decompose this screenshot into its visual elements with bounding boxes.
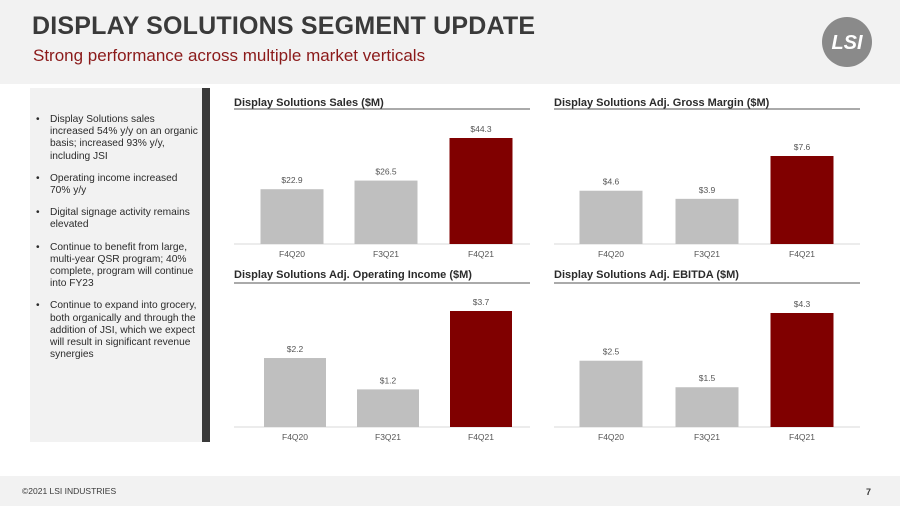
- chart-plot: $4.6 F4Q20 $3.9 F3Q21 $7.6 F4Q21: [554, 108, 860, 259]
- chart-plot: $22.9 F4Q20 $26.5 F3Q21 $44.3 F4Q21: [234, 108, 530, 259]
- bar-f4q20: [579, 190, 643, 244]
- data-label: $3.7: [473, 297, 490, 307]
- lsi-logo: LSI: [822, 17, 872, 67]
- bullet-item: • Digital signage activity remains elevat…: [36, 207, 190, 231]
- x-tick-label: F4Q21: [468, 432, 494, 442]
- page-title: DISPLAY SOLUTIONS SEGMENT UPDATE: [32, 12, 536, 40]
- bullet-item: • Display Solutions sales increased 54% y…: [36, 114, 198, 162]
- x-tick-label: F4Q20: [279, 249, 305, 259]
- x-tick-label: F3Q21: [694, 432, 720, 442]
- data-label: $1.2: [380, 375, 397, 385]
- x-tick-label: F4Q21: [468, 249, 494, 259]
- data-label: $3.9: [699, 185, 716, 195]
- bar-f4q21: [450, 311, 512, 427]
- data-label: $7.6: [794, 142, 811, 152]
- x-tick-label: F4Q21: [789, 249, 815, 259]
- svg-text:LSI: LSI: [831, 32, 863, 54]
- copyright-text: ©2021 LSI INDUSTRIES: [22, 486, 117, 496]
- bar-f4q21: [770, 156, 834, 244]
- bar-f4q21: [770, 313, 834, 427]
- panel-divider: [202, 88, 210, 442]
- chart-title: Display Solutions Adj. EBITDA ($M): [554, 269, 739, 281]
- x-tick-label: F4Q20: [598, 249, 624, 259]
- chart-plot: $2.5 F4Q20 $1.5 F3Q21 $4.3 F4Q21: [554, 282, 860, 442]
- bar-f3q21: [354, 180, 418, 244]
- chart-plot: $2.2 F4Q20 $1.2 F3Q21 $3.7 F4Q21: [234, 282, 530, 442]
- page-subtitle: Strong performance across multiple marke…: [33, 46, 426, 65]
- x-tick-label: F4Q21: [789, 432, 815, 442]
- footer-band: [0, 476, 900, 506]
- gross-margin-chart: Display Solutions Adj. Gross Margin ($M)…: [554, 97, 860, 265]
- operating-income-chart: Display Solutions Adj. Operating Income …: [234, 269, 530, 445]
- data-label: $2.5: [603, 347, 620, 357]
- sales-chart: Display Solutions Sales ($M) $22.9 F4Q20 $…: [234, 97, 530, 265]
- x-tick-label: F3Q21: [375, 432, 401, 442]
- x-tick-label: F4Q20: [598, 432, 624, 442]
- bullet-item: • Continue to expand into grocery, both o…: [36, 300, 197, 361]
- bar-f4q20: [579, 360, 643, 427]
- x-tick-label: F3Q21: [694, 249, 720, 259]
- data-label: $44.3: [470, 124, 492, 134]
- bullet-item: • Continue to benefit from large, multi-y…: [36, 241, 194, 290]
- bar-f3q21: [357, 389, 419, 427]
- commentary-list: • Display Solutions sales increased 54% y…: [36, 114, 198, 371]
- page-number: 7: [866, 487, 872, 497]
- data-label: $4.6: [603, 177, 620, 187]
- bullet-item: • Operating income increased 70% y/y: [36, 172, 178, 197]
- bar-f4q20: [264, 358, 326, 427]
- bar-f4q21: [449, 138, 513, 244]
- bar-f3q21: [675, 387, 739, 427]
- chart-title: Display Solutions Sales ($M): [234, 97, 384, 109]
- data-label: $1.5: [699, 373, 716, 383]
- header-band: [0, 0, 900, 84]
- data-label: $2.2: [287, 344, 304, 354]
- data-label: $4.3: [794, 299, 811, 309]
- chart-title: Display Solutions Adj. Gross Margin ($M): [554, 97, 770, 109]
- data-label: $22.9: [281, 175, 303, 185]
- bar-f4q20: [260, 189, 324, 244]
- x-tick-label: F4Q20: [282, 432, 308, 442]
- ebitda-chart: Display Solutions Adj. EBITDA ($M) $2.5 F…: [554, 269, 860, 445]
- data-label: $26.5: [375, 167, 397, 177]
- commentary-panel: [30, 88, 202, 442]
- bar-f3q21: [675, 198, 739, 244]
- x-tick-label: F3Q21: [373, 249, 399, 259]
- chart-title: Display Solutions Adj. Operating Income …: [234, 269, 472, 281]
